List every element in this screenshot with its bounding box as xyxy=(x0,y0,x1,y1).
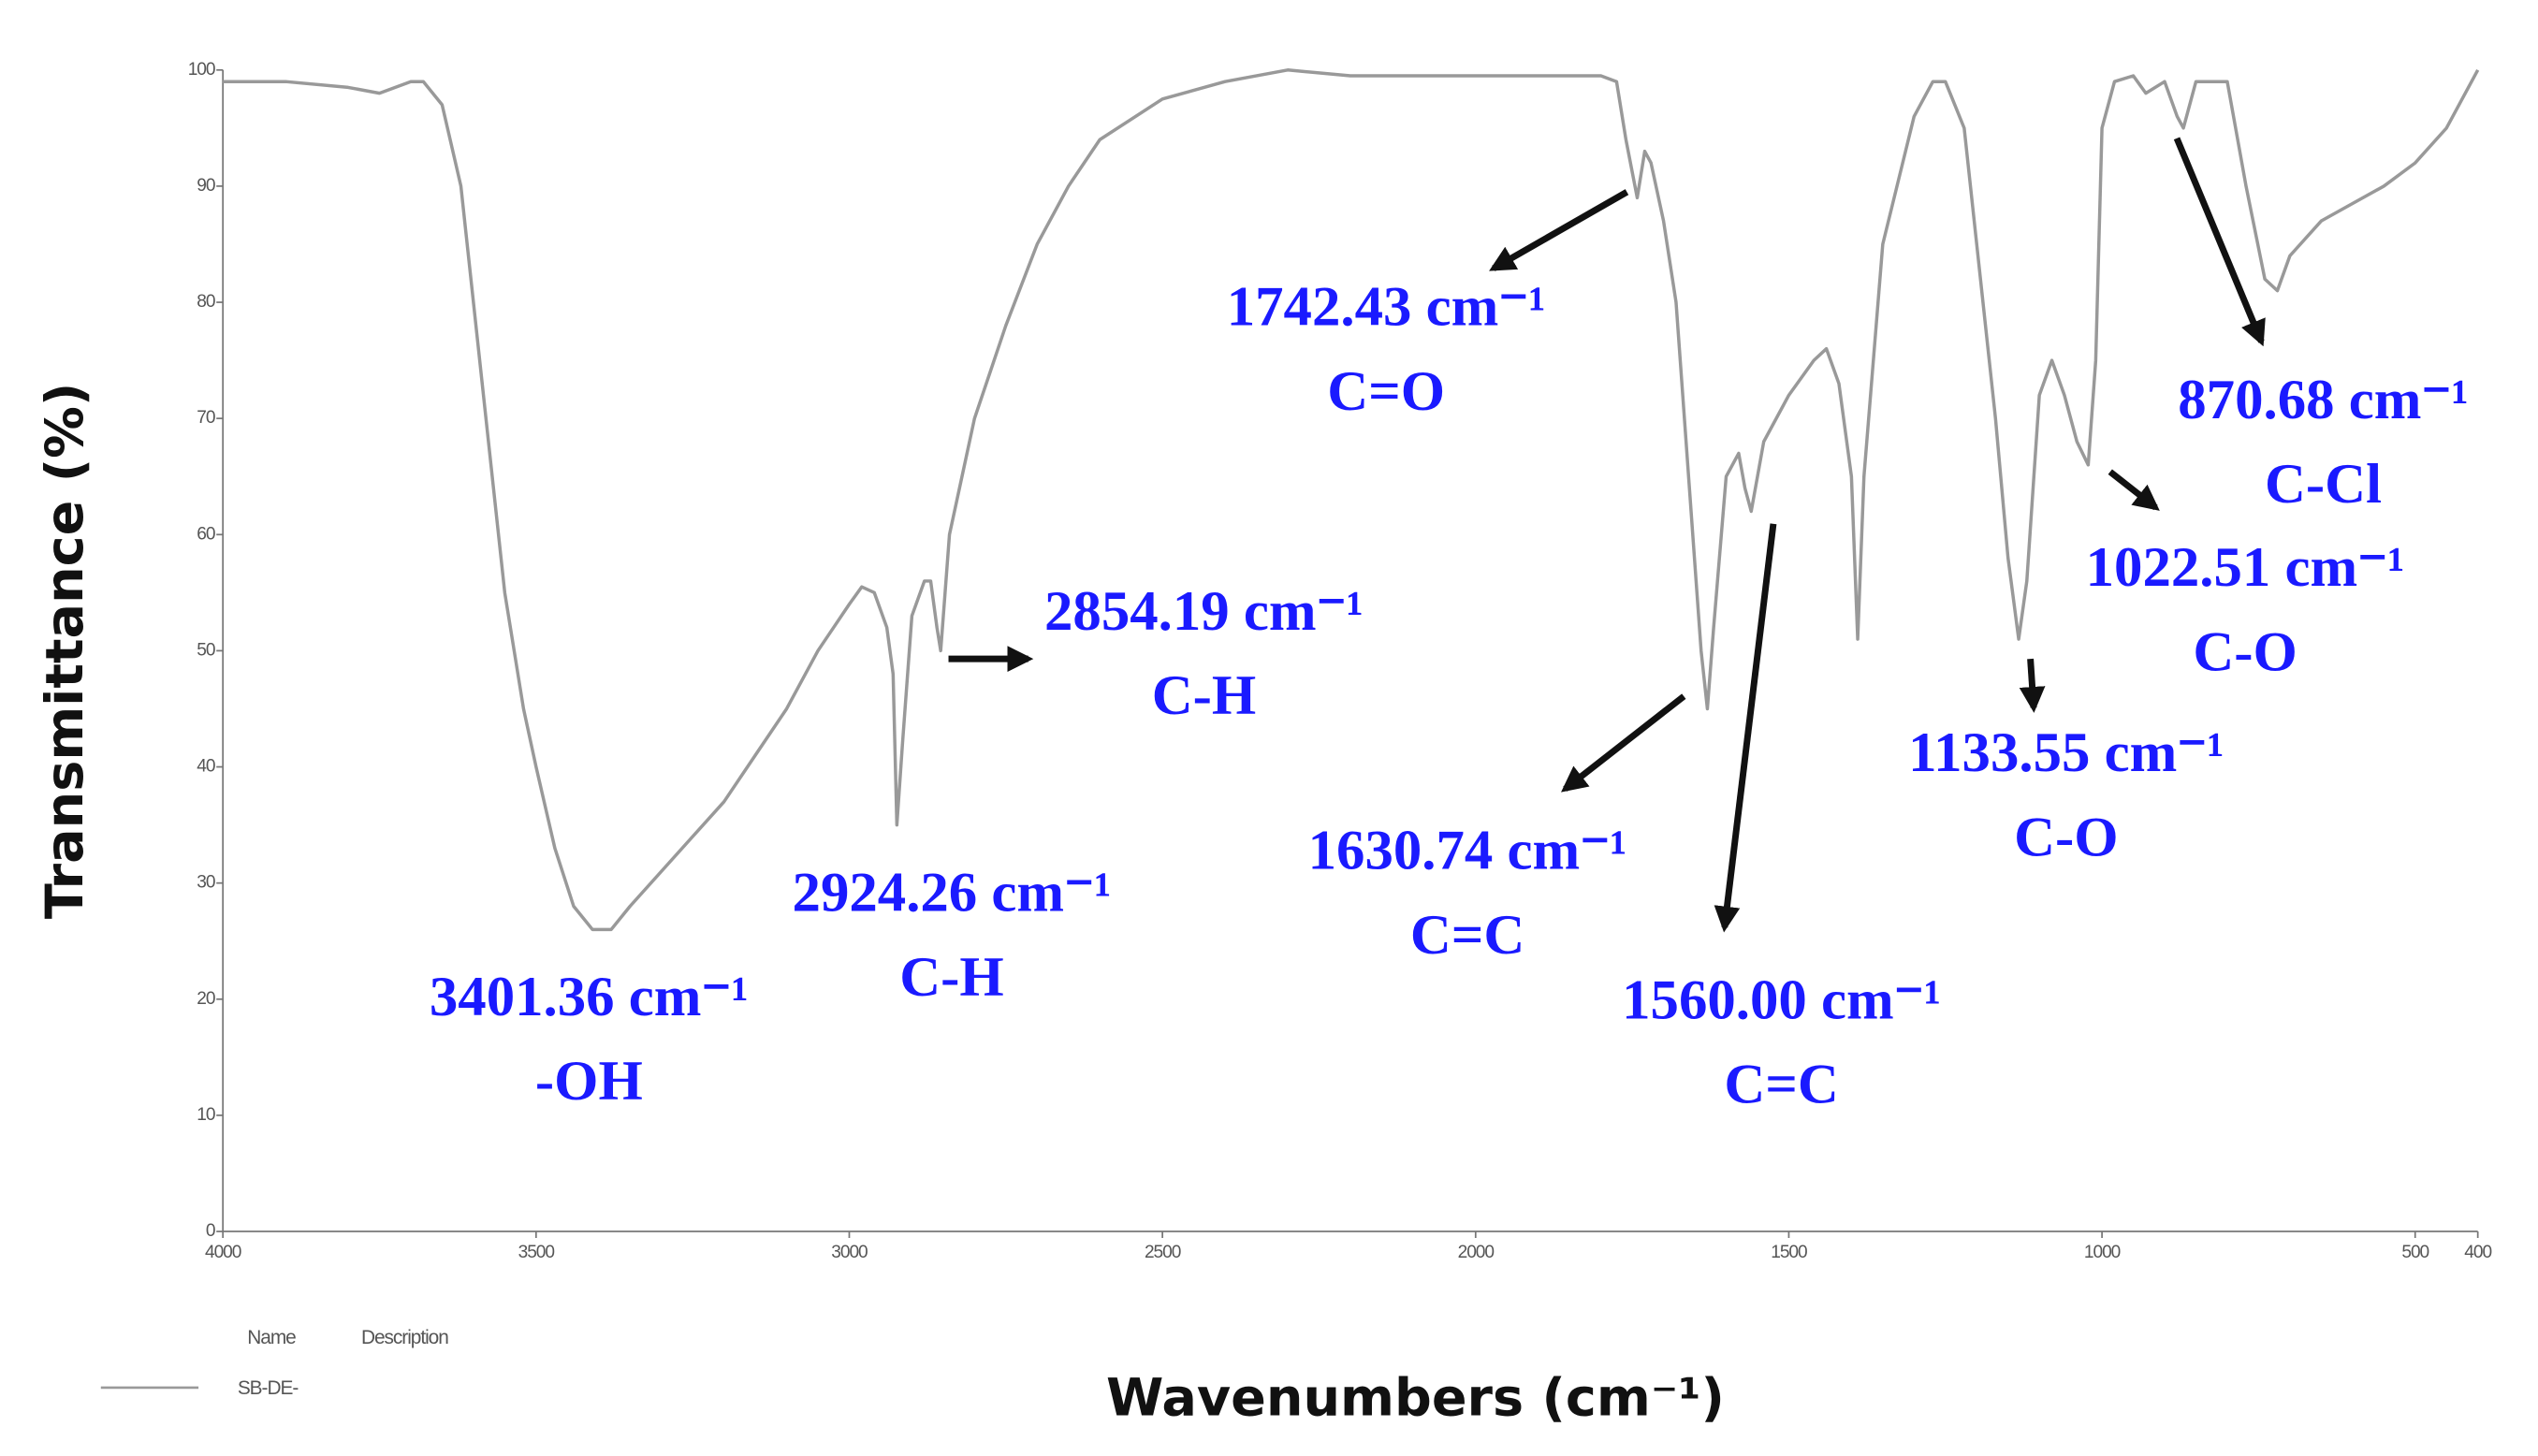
y-tick-label: 10 xyxy=(197,1105,215,1125)
x-tick-label: 2500 xyxy=(1145,1243,1181,1262)
y-tick-label: 0 xyxy=(206,1221,215,1241)
annotation-group: -OH xyxy=(535,1050,643,1113)
legend-header: Name xyxy=(247,1327,296,1348)
annotation-wavenumber: 1560.00 cm⁻¹ xyxy=(1622,968,1941,1031)
annotation-arrow xyxy=(1561,693,1686,793)
spectrum-line xyxy=(223,68,2480,932)
legend-label: SB-DE- xyxy=(238,1377,299,1399)
y-tick-label: 100 xyxy=(188,60,215,80)
x-tick-label: 1500 xyxy=(1771,1243,1807,1262)
annotation-arrow xyxy=(1714,523,1777,933)
annotation-arrow xyxy=(2173,137,2266,347)
y-tick-label: 50 xyxy=(197,640,215,660)
y-tick-label: 80 xyxy=(197,292,215,312)
annotation-wavenumber: 2854.19 cm⁻¹ xyxy=(1044,580,1364,643)
annotation-group: C=C xyxy=(1724,1054,1839,1116)
y-axis-label: Transmittance (%) xyxy=(35,383,95,920)
annotation-group: C=C xyxy=(1410,904,1525,967)
annotation-wavenumber: 3401.36 cm⁻¹ xyxy=(430,966,749,1028)
x-tick-label: 2000 xyxy=(1458,1243,1495,1262)
y-tick-label: 40 xyxy=(197,757,215,777)
x-tick-label: 3000 xyxy=(831,1243,868,1262)
annotation-group: C-O xyxy=(2014,806,2119,868)
annotation-wavenumber: 1630.74 cm⁻¹ xyxy=(1308,819,1627,881)
legend-header: Description xyxy=(361,1327,448,1348)
annotation-group: C-H xyxy=(1152,664,1256,727)
x-tick-label: 1000 xyxy=(2084,1243,2121,1262)
y-tick-label: 30 xyxy=(197,873,215,893)
annotation-arrow xyxy=(2019,658,2046,713)
y-tick-label: 20 xyxy=(197,989,215,1009)
y-tick-label: 70 xyxy=(197,408,215,428)
annotation-group: C-Cl xyxy=(2265,453,2382,516)
annotation-arrow xyxy=(1489,189,1629,271)
x-axis-label: Wavenumbers (cm⁻¹) xyxy=(1106,1368,1725,1429)
annotation-arrow xyxy=(2108,469,2160,511)
x-tick-label: 3500 xyxy=(518,1243,555,1262)
x-tick-label: 4000 xyxy=(205,1243,241,1262)
annotation-group: C=O xyxy=(1327,360,1445,423)
annotation-wavenumber: 870.68 cm⁻¹ xyxy=(2178,369,2469,431)
annotation-wavenumber: 1133.55 cm⁻¹ xyxy=(1908,721,2224,784)
y-tick-label: 90 xyxy=(197,176,215,196)
annotation-wavenumber: 1742.43 cm⁻¹ xyxy=(1227,276,1546,339)
y-tick-label: 60 xyxy=(197,524,215,544)
x-tick-label: 500 xyxy=(2401,1243,2429,1262)
x-tick-label: 400 xyxy=(2464,1243,2491,1262)
annotation-group: C-O xyxy=(2193,620,2297,683)
annotation-wavenumber: 1022.51 cm⁻¹ xyxy=(2086,536,2405,599)
annotation-group: C-H xyxy=(899,946,1003,1009)
annotation-wavenumber: 2924.26 cm⁻¹ xyxy=(793,862,1112,925)
